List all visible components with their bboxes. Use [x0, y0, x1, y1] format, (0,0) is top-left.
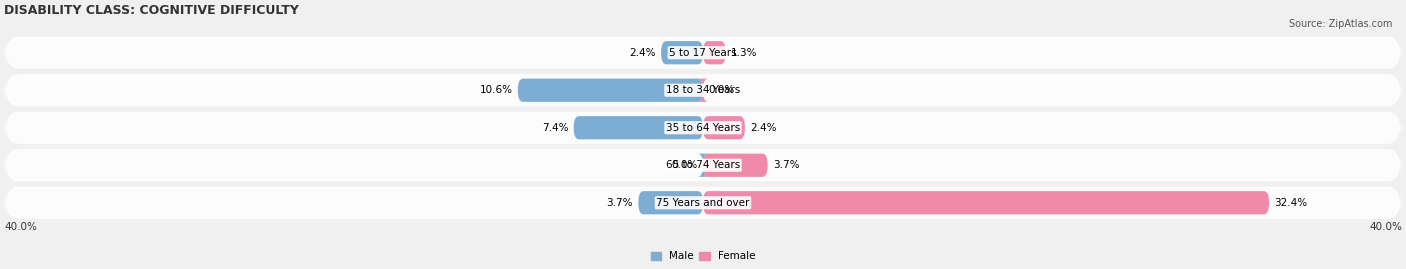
Text: 32.4%: 32.4%	[1274, 198, 1308, 208]
FancyBboxPatch shape	[638, 191, 703, 214]
Text: 5 to 17 Years: 5 to 17 Years	[669, 48, 737, 58]
Text: DISABILITY CLASS: COGNITIVE DIFFICULTY: DISABILITY CLASS: COGNITIVE DIFFICULTY	[4, 4, 299, 17]
FancyBboxPatch shape	[661, 41, 703, 64]
FancyBboxPatch shape	[697, 79, 709, 102]
Text: 35 to 64 Years: 35 to 64 Years	[666, 123, 740, 133]
Text: 65 to 74 Years: 65 to 74 Years	[666, 160, 740, 170]
Text: 3.7%: 3.7%	[773, 160, 800, 170]
FancyBboxPatch shape	[703, 116, 745, 139]
FancyBboxPatch shape	[697, 154, 709, 177]
Text: 75 Years and over: 75 Years and over	[657, 198, 749, 208]
FancyBboxPatch shape	[4, 37, 1402, 69]
FancyBboxPatch shape	[4, 187, 1402, 219]
Text: 0.0%: 0.0%	[672, 160, 697, 170]
FancyBboxPatch shape	[574, 116, 703, 139]
Text: 1.3%: 1.3%	[731, 48, 758, 58]
FancyBboxPatch shape	[703, 154, 768, 177]
Text: 0.0%: 0.0%	[709, 85, 734, 95]
FancyBboxPatch shape	[517, 79, 703, 102]
Text: 2.4%: 2.4%	[751, 123, 776, 133]
Text: 40.0%: 40.0%	[4, 222, 37, 232]
FancyBboxPatch shape	[703, 41, 725, 64]
Text: 7.4%: 7.4%	[541, 123, 568, 133]
FancyBboxPatch shape	[4, 149, 1402, 181]
Text: 40.0%: 40.0%	[1369, 222, 1402, 232]
Text: 2.4%: 2.4%	[630, 48, 655, 58]
FancyBboxPatch shape	[4, 74, 1402, 106]
Text: Source: ZipAtlas.com: Source: ZipAtlas.com	[1288, 19, 1392, 29]
Text: 3.7%: 3.7%	[606, 198, 633, 208]
Legend: Male, Female: Male, Female	[647, 247, 759, 265]
Text: 18 to 34 Years: 18 to 34 Years	[666, 85, 740, 95]
FancyBboxPatch shape	[703, 191, 1270, 214]
Text: 10.6%: 10.6%	[479, 85, 513, 95]
FancyBboxPatch shape	[4, 112, 1402, 144]
